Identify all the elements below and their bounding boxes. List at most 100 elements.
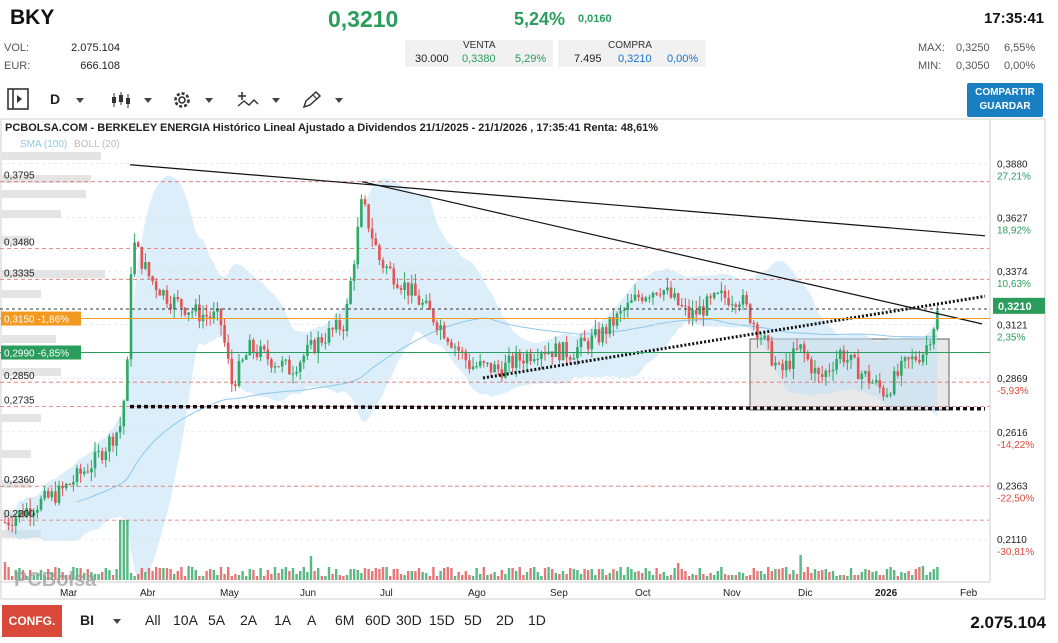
chevron-down-icon [113,618,122,624]
volume-bar [795,574,799,580]
right-axis-pct: 27,21% [997,172,1031,183]
candle-body [716,293,720,295]
candle-body [223,325,226,343]
volume-bar [281,569,284,580]
range-2a[interactable]: 2A [240,612,258,628]
right-axis-price: 0,2616 [997,428,1028,439]
candle-body [507,355,511,363]
volume-bar [295,574,298,580]
candle-body [799,344,802,349]
volume-bar [367,569,370,580]
volume-bar [230,576,233,580]
volume-bar [565,574,568,580]
range-1a[interactable]: 1A [274,612,292,628]
candle-body [154,281,158,290]
candle-body [514,353,518,368]
volume-bar [122,520,125,580]
range-30d[interactable]: 30D [396,612,422,628]
min-label: MIN: [918,60,942,72]
candle-body [324,342,327,344]
candle-body [309,340,313,345]
range-1d[interactable]: 1D [528,612,546,628]
chart-type-selector[interactable] [110,84,152,114]
volume-bar [493,572,496,580]
range-5a[interactable]: 5A [208,612,226,628]
candle-body [252,339,255,353]
candle-body [79,468,82,474]
volume-bar [453,576,457,580]
volume-bar [414,571,417,580]
candle-body [39,498,43,510]
right-axis-pct: 2,35% [997,333,1025,344]
volume-bar [115,569,118,580]
volume-bar [284,567,287,580]
candle-body [882,387,885,397]
candle-body [172,296,176,310]
volume-bar [727,575,730,580]
volume-bar [659,574,662,580]
volume-bar [475,568,478,580]
candle-body [565,341,568,358]
range-2d[interactable]: 2D [496,612,514,628]
candle-body [874,380,878,383]
volume-bar [781,568,784,580]
indicators-selector[interactable] [236,84,280,114]
panel-toggle-icon [7,88,29,110]
period-selector[interactable]: D [50,84,84,114]
volume-bar [810,573,813,580]
right-axis-price: 0,2869 [997,374,1028,385]
panel-toggle-button[interactable] [6,84,30,114]
volume-bar [306,572,309,580]
candle-body [255,352,259,358]
candle-body [831,369,835,372]
volume-bar [335,569,338,580]
volume-bar [500,570,503,580]
candle-body [489,362,493,373]
x-axis-label: Ago [468,588,486,599]
volume-bar [921,566,925,580]
chart-title: PCBOLSA.COM - BERKELEY ENERGIA Histórico… [5,122,658,134]
left-price-tag-label: 0,2990 -6,85% [4,349,69,360]
sell-box: VENTA 30.000 0,3380 5,29% [405,40,553,67]
x-axis-label: Mar [60,588,78,599]
range-a[interactable]: A [307,612,317,628]
candle-body [900,360,903,376]
candle-body [25,508,28,517]
candle-body [428,300,432,310]
candle-body [543,353,547,355]
drawing-tools-selector[interactable] [301,84,343,114]
settings-selector[interactable] [171,84,213,114]
candle-body [766,335,770,341]
candle-body [219,308,223,326]
range-15d[interactable]: 15D [429,612,455,628]
volume-bar [144,572,147,580]
volume-bar [767,567,770,580]
sell-qty: 30.000 [415,53,449,65]
volume-bar [158,568,161,580]
price-chart[interactable]: 0,3795 0,3480 0,3335 0,2850 0,2735 0,2360 0,22… [0,118,1058,602]
candle-body [464,351,468,361]
volume-bar [680,569,683,580]
candle-body [75,468,79,483]
range-60d[interactable]: 60D [365,612,391,628]
candle-body [626,302,630,310]
volume-bar [734,575,737,580]
range-5d[interactable]: 5D [464,612,482,628]
candle-body [633,294,637,301]
candle-body [385,266,388,268]
config-button[interactable]: CONFG. [2,605,62,637]
candle-body [622,309,626,311]
range-6m[interactable]: 6M [335,612,355,628]
mode-selector[interactable]: BI [80,612,122,628]
volume-bar [785,567,788,580]
candle-body [676,293,680,306]
volume-bar [457,572,460,580]
candle-body [237,360,241,387]
range-all[interactable]: All [145,612,161,628]
range-10a[interactable]: 10A [173,612,198,628]
candle-body [540,353,543,359]
share-save-button[interactable]: COMPARTIR GUARDAR [967,83,1043,117]
bollinger-band [5,175,938,580]
volume-bar [687,576,691,580]
candle-body [752,322,756,325]
